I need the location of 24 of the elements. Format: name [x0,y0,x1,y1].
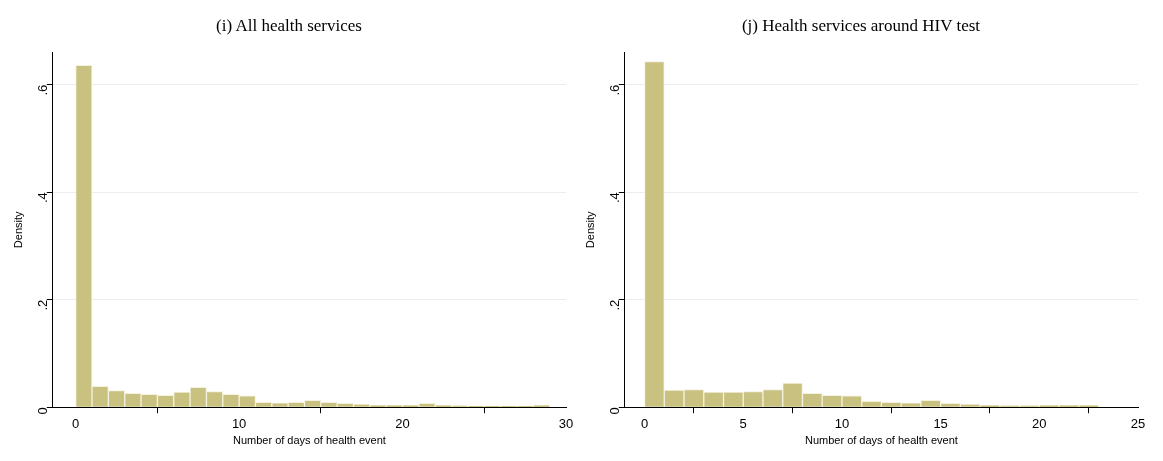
x-tick-label: 10 [231,415,247,431]
x-tick-label: 10 [834,415,850,431]
x-tick-label: 20 [395,415,410,431]
chart-title: (j) Health services around HIV test [741,15,981,35]
y-axis-title: Density [11,210,24,249]
x-tick-label: 0 [72,415,80,431]
y-tick-label: .2 [607,299,623,311]
x-axis-title: Number of days of health event [232,434,386,447]
y-tick-label: .6 [35,84,51,96]
x-tick-label: 20 [1032,415,1047,431]
y-tick-label: .4 [35,192,51,204]
x-tick-label: 30 [558,415,574,431]
x-tick-label: 25 [1130,415,1146,431]
chart-title: (i) All health services [216,15,362,35]
y-tick-label: 0 [607,407,623,415]
y-tick-label: .6 [607,84,623,96]
x-axis-title: Number of days of health event [804,434,958,447]
y-axis-title: Density [583,210,596,249]
x-tick-label: 0 [640,415,649,431]
x-tick-label: 5 [739,415,747,431]
x-tick-label: 15 [933,415,948,431]
y-tick-label: .4 [607,192,623,204]
y-tick-label: 0 [35,407,51,415]
y-tick-label: .2 [35,299,51,311]
